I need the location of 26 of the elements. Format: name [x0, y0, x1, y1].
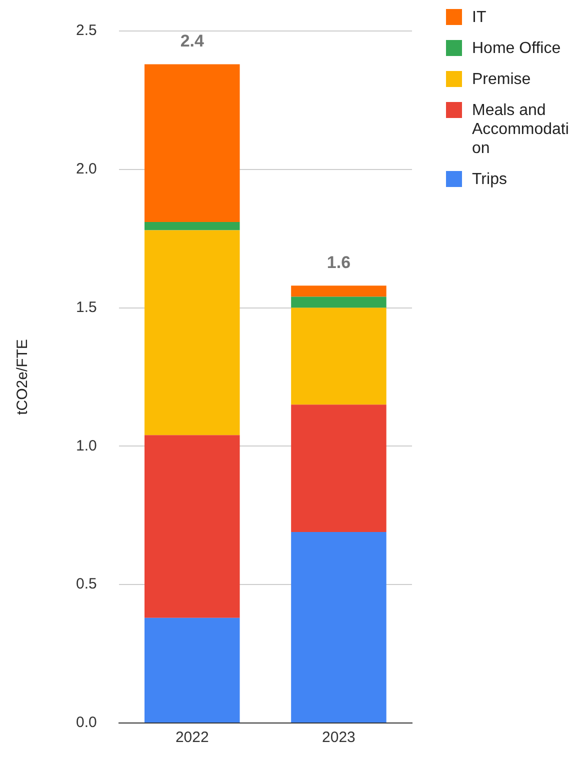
y-tick-label: 1.0	[76, 437, 97, 454]
y-tick-label: 2.0	[76, 160, 97, 178]
bar	[144, 230, 240, 436]
bar	[291, 532, 386, 722]
y-tick-label: 1.5	[76, 298, 97, 316]
bar	[291, 286, 386, 297]
total-label: 2.4	[180, 31, 204, 50]
bar	[144, 618, 240, 722]
y-tick-label: 2.5	[76, 22, 97, 40]
y-axis-title: tCO2e/FTE	[14, 339, 32, 415]
total-label: 1.6	[326, 252, 351, 272]
legend-label: Premise	[472, 70, 531, 89]
legend-label: Trips	[472, 170, 507, 189]
legend-label: IT	[472, 8, 486, 27]
bar	[144, 435, 240, 618]
bar	[291, 308, 386, 405]
legend-label: Meals and Accommodation	[472, 101, 570, 158]
x-tick-label: 2022	[175, 729, 209, 746]
bar	[291, 296, 386, 308]
x-tick-label: 2023	[322, 729, 356, 746]
bar	[144, 64, 240, 222]
y-tick-label: 0.5	[76, 576, 97, 593]
legend-label: Home Office	[472, 39, 561, 58]
bar	[291, 404, 386, 532]
y-tick-label: 0.0	[76, 714, 97, 732]
bar	[144, 222, 240, 230]
